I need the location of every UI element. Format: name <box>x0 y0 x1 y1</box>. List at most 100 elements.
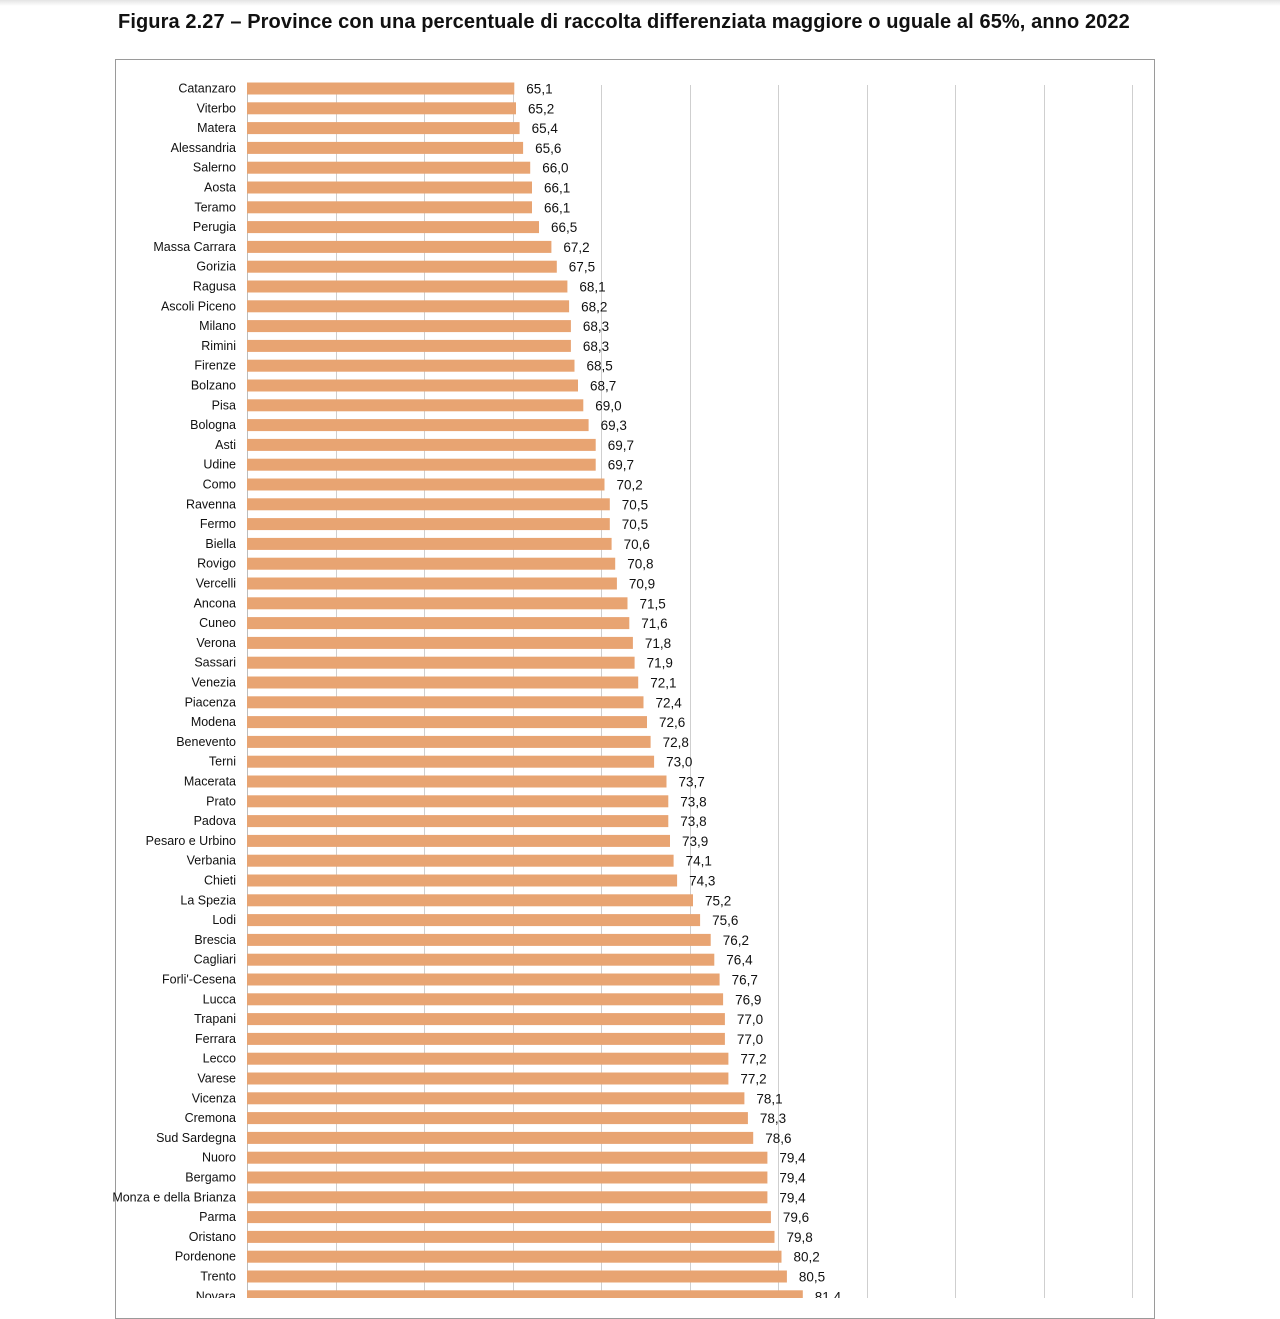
bar <box>247 458 596 471</box>
category-label: Pisa <box>212 398 236 412</box>
category-label: Firenze <box>194 359 236 373</box>
bar <box>247 359 575 372</box>
value-label: 73,8 <box>680 794 706 809</box>
bar <box>247 82 515 95</box>
bar <box>247 1250 782 1263</box>
category-label: Terni <box>209 755 236 769</box>
bar <box>247 537 612 550</box>
value-label: 71,9 <box>647 656 673 671</box>
category-label: Ferrara <box>195 1032 236 1046</box>
category-label: Perugia <box>193 220 236 234</box>
bar <box>247 280 568 293</box>
bar <box>247 597 628 610</box>
category-label: Bergamo <box>185 1171 236 1185</box>
bar <box>247 795 669 808</box>
bar <box>247 221 539 234</box>
category-label: Novara <box>196 1289 236 1298</box>
value-label: 78,3 <box>760 1111 786 1126</box>
category-label: Vercelli <box>196 577 236 591</box>
value-label: 69,0 <box>595 398 621 413</box>
category-label: Como <box>203 478 236 492</box>
value-label: 70,5 <box>622 517 648 532</box>
value-label: 77,2 <box>740 1052 766 1067</box>
bar <box>247 399 584 412</box>
category-label: Trapani <box>194 1012 236 1026</box>
value-labels: 65,1 65,2 65,4 65,6 66,0 66,1 66,1 66,5 67,2 67,5… <box>526 82 841 1299</box>
value-label: 78,6 <box>765 1131 791 1146</box>
category-label: Ragusa <box>193 280 236 294</box>
category-label: Lucca <box>203 992 236 1006</box>
bar <box>247 557 616 570</box>
value-label: 68,3 <box>583 339 609 354</box>
value-label: 74,3 <box>689 874 715 889</box>
bar <box>247 933 711 946</box>
value-label: 66,5 <box>551 220 577 235</box>
category-label: Nuoro <box>202 1151 236 1165</box>
bar <box>247 953 715 966</box>
category-label: Massa Carrara <box>153 240 236 254</box>
bar <box>247 894 693 907</box>
bar <box>247 260 557 273</box>
category-label: Forli'-Cesena <box>162 973 236 987</box>
value-label: 65,1 <box>526 82 552 97</box>
value-label: 65,6 <box>535 141 561 156</box>
bar <box>247 716 647 729</box>
bar <box>247 300 570 313</box>
value-label: 69,7 <box>608 458 634 473</box>
category-label: Pordenone <box>175 1250 236 1264</box>
value-label: 71,6 <box>641 616 667 631</box>
value-label: 77,0 <box>737 1012 763 1027</box>
bar <box>247 914 701 927</box>
bar <box>247 161 531 174</box>
bar <box>247 815 669 828</box>
category-label: Cagliari <box>194 953 236 967</box>
value-label: 68,1 <box>579 280 605 295</box>
value-label: 72,6 <box>659 715 685 730</box>
category-label: Verbania <box>187 854 236 868</box>
bar <box>247 874 678 887</box>
bar <box>247 518 610 531</box>
category-label: Bolzano <box>191 379 236 393</box>
bar <box>247 1171 768 1184</box>
category-label: Ravenna <box>186 497 236 511</box>
category-label: Viterbo <box>197 101 236 115</box>
value-label: 66,1 <box>544 200 570 215</box>
category-label: Udine <box>203 458 236 472</box>
bar <box>247 1112 748 1125</box>
bar <box>247 1032 725 1045</box>
bar <box>247 339 571 352</box>
category-label: Ascoli Piceno <box>161 299 236 313</box>
value-label: 79,4 <box>779 1171 806 1186</box>
bar <box>247 577 617 590</box>
value-label: 80,2 <box>794 1250 820 1265</box>
value-label: 76,9 <box>735 992 761 1007</box>
category-label: La Spezia <box>180 893 236 907</box>
category-label: Chieti <box>204 874 236 888</box>
bar <box>247 498 610 511</box>
value-label: 69,7 <box>608 438 634 453</box>
category-label: Verona <box>196 636 236 650</box>
bar <box>247 636 633 649</box>
bar <box>247 676 639 689</box>
category-label: Matera <box>197 121 236 135</box>
category-label: Aosta <box>204 181 236 195</box>
value-label: 76,2 <box>723 933 749 948</box>
bar <box>247 1151 768 1164</box>
value-label: 79,4 <box>779 1190 806 1205</box>
value-label: 68,3 <box>583 319 609 334</box>
bar <box>247 973 720 986</box>
bar <box>247 1131 754 1144</box>
value-label: 65,2 <box>528 101 554 116</box>
category-label: Varese <box>197 1072 236 1086</box>
category-label: Catanzaro <box>178 82 236 96</box>
bar <box>247 1211 771 1224</box>
top-shade <box>0 0 1280 6</box>
value-label: 66,1 <box>544 181 570 196</box>
category-label: Benevento <box>176 735 236 749</box>
value-label: 79,8 <box>787 1230 813 1245</box>
category-label: Lecco <box>203 1052 236 1066</box>
category-label: Alessandria <box>171 141 236 155</box>
bar <box>247 1290 803 1298</box>
value-label: 71,5 <box>640 596 666 611</box>
category-label: Gorizia <box>196 260 236 274</box>
